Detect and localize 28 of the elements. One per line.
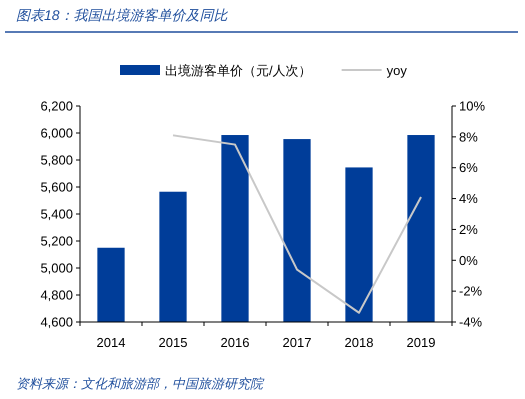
- x-tick-label: 2014: [96, 335, 126, 350]
- y-tick-label: 4,800: [40, 288, 73, 302]
- y2-tick-label: -4%: [459, 314, 483, 330]
- x-tick-label: 2016: [220, 335, 250, 350]
- chart-title: 图表18：我国出境游客单价及同比: [16, 7, 229, 23]
- line-series: [172, 134, 422, 314]
- y-tick-label: 5,800: [40, 152, 73, 168]
- y2-tick-label: 6%: [459, 160, 478, 176]
- y2-tick-label: 0%: [459, 252, 478, 268]
- legend-label: 出境游客单价（元/人次）: [165, 63, 312, 78]
- y-tick-label: 5,400: [40, 206, 73, 222]
- x-tick-label: 2019: [406, 335, 436, 350]
- text: 资料来源：文化和旅游部，中国旅游研究院: [16, 376, 265, 391]
- y-tick-label: 4,600: [40, 314, 73, 330]
- y-tick-label: 6,200: [40, 98, 73, 114]
- y2-tick-label: 10%: [459, 98, 486, 114]
- y2-tick-label: 2%: [459, 222, 478, 237]
- y-tick-label: 6,000: [40, 126, 73, 140]
- x-tick-label: 2015: [158, 335, 188, 350]
- y-tick-label: 5,000: [40, 260, 73, 276]
- x-tick-label: 2018: [344, 335, 374, 350]
- y2-tick-label: 8%: [459, 129, 478, 144]
- y-tick-label: 5,200: [40, 234, 73, 248]
- y-tick-label: 5,600: [40, 180, 73, 194]
- y2-tick-label: -2%: [459, 284, 483, 299]
- legend-label: yoy: [386, 63, 408, 78]
- y2-tick-label: 4%: [459, 191, 478, 206]
- x-tick-label: 2017: [282, 335, 312, 350]
